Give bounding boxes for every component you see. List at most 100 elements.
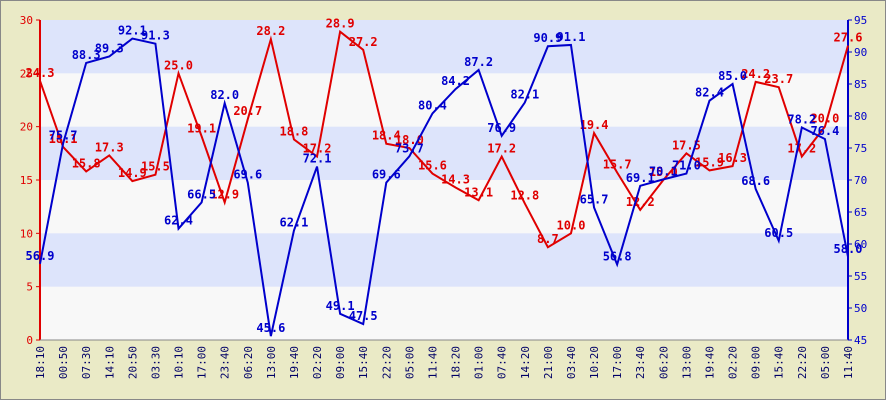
grid-band bbox=[40, 233, 848, 287]
data-label: 88.3 bbox=[72, 48, 101, 62]
data-label: 76.4 bbox=[810, 124, 839, 138]
data-label: 14.3 bbox=[441, 172, 470, 186]
x-tick-label: 09:00 bbox=[334, 346, 347, 379]
data-label: 89.3 bbox=[95, 41, 124, 55]
y-tick-label: 0 bbox=[26, 334, 33, 347]
x-tick-label: 00:50 bbox=[57, 346, 70, 379]
y2-tick-label: 70 bbox=[854, 174, 867, 187]
data-label: 68.6 bbox=[741, 174, 770, 188]
data-label: 78.2 bbox=[787, 113, 816, 127]
data-label: 23.7 bbox=[764, 72, 793, 86]
x-tick-label: 01:00 bbox=[473, 346, 486, 379]
x-tick-label: 06:20 bbox=[657, 346, 670, 379]
data-label: 90.9 bbox=[533, 31, 562, 45]
x-tick-label: 20:50 bbox=[126, 346, 139, 379]
x-tick-label: 05:00 bbox=[819, 346, 832, 379]
y-tick-label: 30 bbox=[20, 14, 33, 27]
data-label: 62.1 bbox=[279, 216, 308, 230]
x-tick-label: 03:30 bbox=[149, 346, 162, 379]
data-label: 14.9 bbox=[118, 166, 147, 180]
data-label: 18.4 bbox=[372, 129, 401, 143]
series-line bbox=[39, 29, 849, 249]
data-label: 27.2 bbox=[349, 35, 378, 49]
y2-tick-label: 50 bbox=[854, 302, 867, 315]
x-tick-label: 21:00 bbox=[542, 346, 555, 379]
x-tick-label: 15:40 bbox=[357, 346, 370, 379]
data-label: 82.0 bbox=[210, 88, 239, 102]
data-label: 15.7 bbox=[603, 158, 632, 172]
data-label: 47.5 bbox=[349, 309, 378, 323]
data-label: 28.9 bbox=[326, 17, 355, 31]
data-label: 18.1 bbox=[49, 132, 78, 146]
data-label: 80.4 bbox=[418, 98, 447, 112]
data-label: 27.6 bbox=[834, 31, 863, 45]
data-label: 24.3 bbox=[26, 66, 55, 80]
y-tick-label: 15 bbox=[20, 174, 33, 187]
y2-tick-label: 60 bbox=[854, 238, 867, 251]
data-label: 17.2 bbox=[487, 142, 516, 156]
data-label: 73.7 bbox=[395, 141, 424, 155]
x-tick-label: 07:40 bbox=[496, 346, 509, 379]
y-tick-label: 20 bbox=[20, 121, 33, 134]
data-label: 70.1 bbox=[649, 164, 678, 178]
data-label: 16.3 bbox=[718, 151, 747, 165]
data-label: 20.0 bbox=[810, 112, 839, 126]
y2-tick-label: 55 bbox=[854, 270, 867, 283]
data-label: 82.1 bbox=[510, 88, 539, 102]
x-tick-label: 13:00 bbox=[680, 346, 693, 379]
data-label: 28.2 bbox=[256, 24, 285, 38]
data-label: 56.8 bbox=[603, 249, 632, 263]
data-label: 12.2 bbox=[626, 195, 655, 209]
data-label: 49.1 bbox=[326, 299, 355, 313]
x-tick-label: 13:00 bbox=[265, 346, 278, 379]
x-tick-label: 17:00 bbox=[611, 346, 624, 379]
y-tick-label: 25 bbox=[20, 67, 33, 80]
data-label: 65.7 bbox=[580, 193, 609, 207]
data-label: 19.4 bbox=[580, 118, 609, 132]
x-tick-label: 22:20 bbox=[380, 346, 393, 379]
x-tick-label: 10:10 bbox=[173, 346, 186, 379]
y2-tick-label: 80 bbox=[854, 110, 867, 123]
data-label: 92.1 bbox=[118, 24, 147, 38]
data-label: 72.1 bbox=[303, 152, 332, 166]
data-label: 58.0 bbox=[834, 242, 863, 256]
y2-tick-label: 90 bbox=[854, 46, 867, 59]
data-label: 76.9 bbox=[487, 121, 516, 135]
data-label: 24.2 bbox=[741, 67, 770, 81]
data-label: 91.3 bbox=[141, 29, 170, 43]
data-label: 69.6 bbox=[372, 168, 401, 182]
data-label: 17.3 bbox=[95, 140, 124, 154]
data-label: 87.2 bbox=[464, 55, 493, 69]
data-label: 66.5 bbox=[187, 187, 216, 201]
data-label: 25.0 bbox=[164, 58, 193, 72]
y-tick-label: 5 bbox=[26, 281, 33, 294]
x-tick-label: 05:00 bbox=[403, 346, 416, 379]
data-label: 82.4 bbox=[695, 86, 724, 100]
data-label: 85.0 bbox=[718, 69, 747, 83]
x-tick-label: 03:40 bbox=[565, 346, 578, 379]
data-label: 10.0 bbox=[557, 218, 586, 232]
x-tick-label: 23:40 bbox=[219, 346, 232, 379]
data-label: 19.1 bbox=[187, 121, 216, 135]
data-label: 18.8 bbox=[279, 124, 308, 138]
x-tick-label: 07:30 bbox=[80, 346, 93, 379]
x-tick-label: 19:40 bbox=[288, 346, 301, 379]
data-label: 15.8 bbox=[72, 156, 101, 170]
x-tick-label: 09:00 bbox=[750, 346, 763, 379]
data-label: 20.7 bbox=[233, 104, 262, 118]
data-label: 12.8 bbox=[510, 188, 539, 202]
data-label: 91.1 bbox=[557, 30, 586, 44]
data-label: 15.0 bbox=[649, 165, 678, 179]
data-label: 12.9 bbox=[210, 187, 239, 201]
y2-tick-label: 65 bbox=[854, 206, 867, 219]
data-label: 8.7 bbox=[537, 232, 559, 246]
data-label: 84.2 bbox=[441, 74, 470, 88]
data-label: 75.7 bbox=[49, 129, 78, 143]
data-label: 71.0 bbox=[672, 159, 701, 173]
data-label: 45.6 bbox=[256, 321, 285, 335]
x-tick-label: 02:20 bbox=[727, 346, 740, 379]
x-tick-label: 18:10 bbox=[34, 346, 47, 379]
data-label: 15.5 bbox=[141, 160, 170, 174]
data-label: 17.2 bbox=[787, 142, 816, 156]
